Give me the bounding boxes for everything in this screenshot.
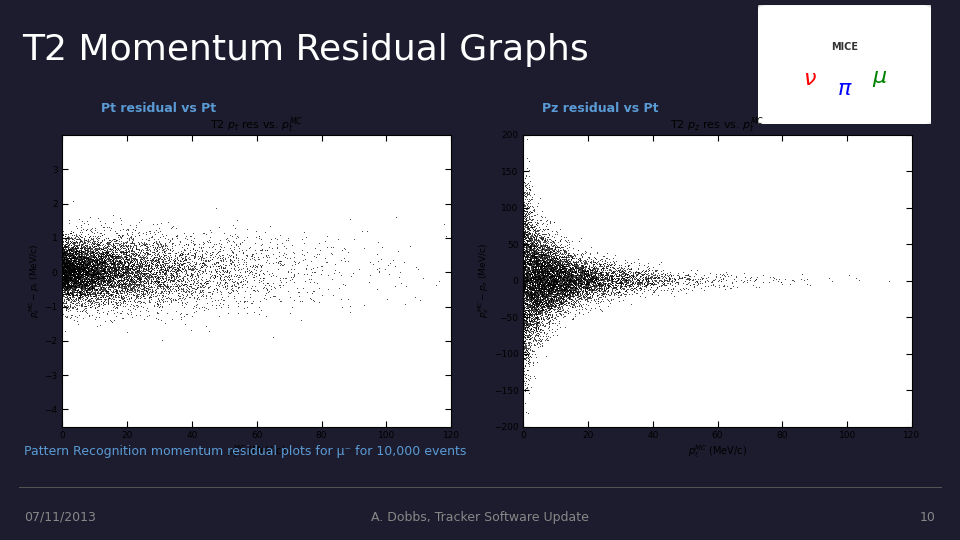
Text: Pz residual vs Pt: Pz residual vs Pt xyxy=(541,102,659,114)
Text: Pattern Recognition momentum residual plots for μ⁻ for 10,000 events: Pattern Recognition momentum residual pl… xyxy=(24,445,467,458)
Text: $\mu$: $\mu$ xyxy=(872,69,887,89)
Text: $\pi$: $\pi$ xyxy=(837,78,852,99)
Text: MICE: MICE xyxy=(831,42,858,52)
FancyBboxPatch shape xyxy=(756,4,933,125)
Text: 10: 10 xyxy=(920,511,936,524)
Text: A. Dobbs, Tracker Software Update: A. Dobbs, Tracker Software Update xyxy=(372,511,588,524)
X-axis label: $p_t^{MC}$ (MeV/c): $p_t^{MC}$ (MeV/c) xyxy=(688,443,747,460)
Text: 07/11/2013: 07/11/2013 xyxy=(24,511,96,524)
Text: $\nu$: $\nu$ xyxy=(804,69,817,89)
Y-axis label: $p_t^{MC} - p_t$ (MeV/c): $p_t^{MC} - p_t$ (MeV/c) xyxy=(27,244,41,318)
Text: T2 Momentum Residual Graphs: T2 Momentum Residual Graphs xyxy=(22,33,589,67)
Text: Pt residual vs Pt: Pt residual vs Pt xyxy=(101,102,216,114)
Y-axis label: $p_z^{MC} - p_z$ (MeV/c): $p_z^{MC} - p_z$ (MeV/c) xyxy=(476,243,491,319)
Title: T2 $p_t$ res vs. $p_t^{MC}$: T2 $p_t$ res vs. $p_t^{MC}$ xyxy=(210,116,303,135)
X-axis label: $p_t^{MC}$ (MeV/c): $p_t^{MC}$ (MeV/c) xyxy=(228,443,286,460)
Title: T2 $p_z$ res vs. $p_t^{MC}$: T2 $p_z$ res vs. $p_t^{MC}$ xyxy=(670,116,765,135)
